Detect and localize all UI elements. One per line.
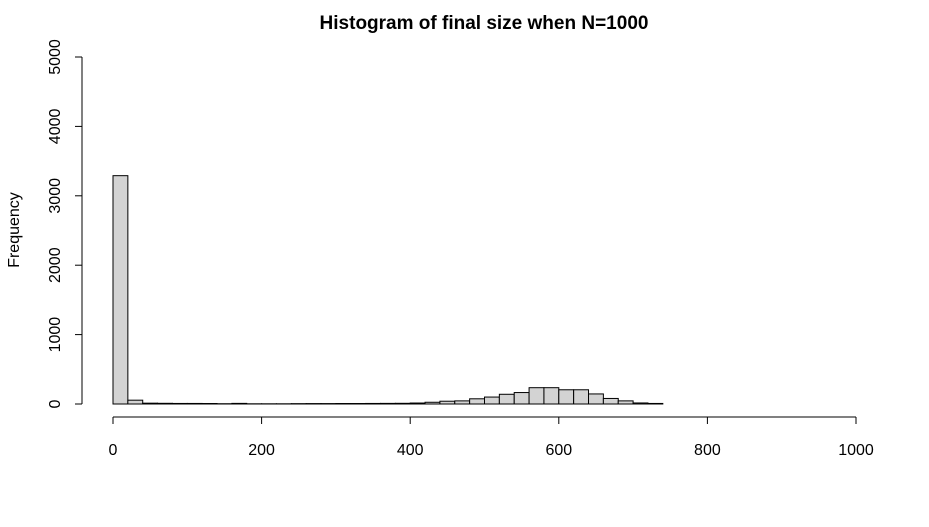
histogram-bar xyxy=(574,390,589,404)
x-tick-label: 1000 xyxy=(838,442,874,459)
y-tick-label: 4000 xyxy=(47,109,64,145)
chart-title: Histogram of final size when N=1000 xyxy=(320,13,649,34)
x-tick-label: 800 xyxy=(694,442,721,459)
y-tick-label: 1000 xyxy=(47,317,64,353)
histogram-bar xyxy=(470,399,485,404)
histogram-bar xyxy=(648,403,663,404)
y-tick-label: 0 xyxy=(47,399,64,408)
histogram-bar xyxy=(529,388,544,404)
histogram-bar xyxy=(395,403,410,404)
x-tick-label: 600 xyxy=(545,442,572,459)
histogram-bar xyxy=(440,401,455,404)
histogram-bar xyxy=(425,402,440,404)
histogram-bar xyxy=(544,388,559,404)
histogram-bar xyxy=(128,400,143,404)
histogram-bar xyxy=(187,403,202,404)
histogram-bar xyxy=(143,403,158,404)
histogram-bar xyxy=(158,403,173,404)
histogram-bar xyxy=(499,394,514,404)
x-tick-label: 0 xyxy=(109,442,118,459)
x-tick-label: 200 xyxy=(248,442,275,459)
histogram-bar xyxy=(366,403,381,404)
histogram-bar xyxy=(633,403,648,404)
histogram-bar xyxy=(455,401,470,404)
axes: 0 200 400 600 800 1000 0 1000 2000 3000 4000 5000 xyxy=(47,39,874,459)
y-tick-label: 2000 xyxy=(47,247,64,283)
histogram-bar xyxy=(380,403,395,404)
histogram-bar xyxy=(603,398,618,404)
histogram-bar xyxy=(485,397,500,404)
y-axis-label: Frequency xyxy=(6,192,23,268)
histogram-bar xyxy=(172,403,187,404)
y-tick-label: 5000 xyxy=(47,39,64,75)
histogram-bars xyxy=(113,176,663,404)
histogram-bar xyxy=(410,403,425,404)
histogram-bar xyxy=(514,393,529,404)
histogram-bar xyxy=(559,390,574,404)
histogram-bar xyxy=(589,394,604,404)
histogram-bar xyxy=(618,401,633,404)
histogram-bar xyxy=(113,176,128,404)
y-tick-label: 3000 xyxy=(47,178,64,214)
histogram-bar xyxy=(232,403,247,404)
x-tick-label: 400 xyxy=(397,442,424,459)
